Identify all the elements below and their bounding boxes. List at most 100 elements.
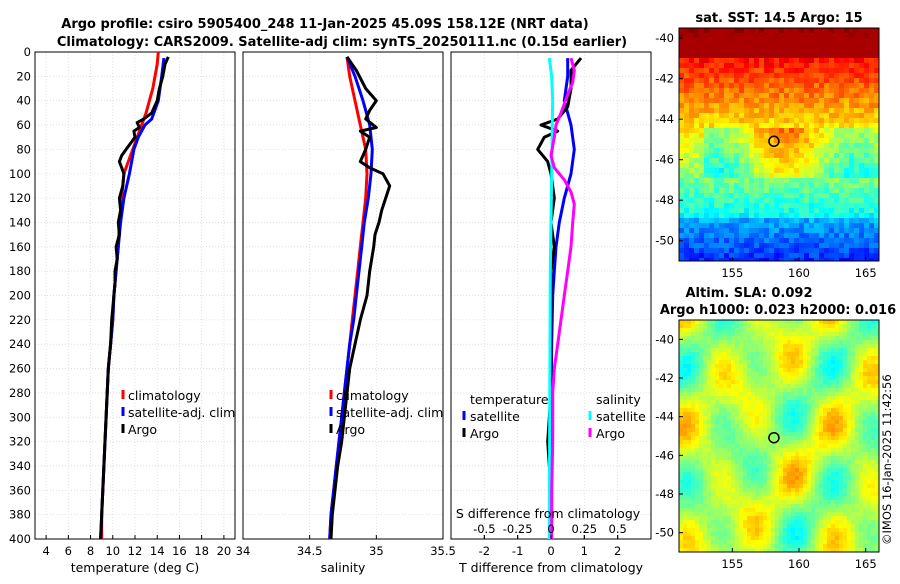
map-cell <box>687 360 691 364</box>
map-cell <box>764 78 769 83</box>
map-cell <box>679 508 683 512</box>
map-cell <box>699 103 704 108</box>
map-cell <box>814 213 819 218</box>
x-tick-label: -2 <box>479 544 490 558</box>
map-cell <box>734 178 739 183</box>
map-cell <box>803 456 807 460</box>
map-cell <box>864 158 869 163</box>
map-cell <box>735 432 739 436</box>
map-cell <box>691 432 695 436</box>
map-cell <box>867 444 871 448</box>
map-cell <box>804 123 809 128</box>
map-cell <box>695 464 699 468</box>
map-cell <box>851 512 855 516</box>
map-cell <box>694 213 699 218</box>
map-cell <box>811 360 815 364</box>
map-cell <box>749 98 754 103</box>
map-cell <box>803 528 807 532</box>
map-cell <box>849 58 854 63</box>
map-cell <box>839 128 844 133</box>
map-cell <box>851 520 855 524</box>
map-cell <box>724 98 729 103</box>
map-cell <box>851 424 855 428</box>
map-cell <box>855 412 859 416</box>
map-cell <box>699 208 704 213</box>
map-cell <box>747 396 751 400</box>
map-cell <box>787 344 791 348</box>
map-cell <box>704 68 709 73</box>
map-cell <box>771 332 775 336</box>
map-cell <box>687 488 691 492</box>
map-cell <box>719 193 724 198</box>
map-cell <box>783 476 787 480</box>
map-cell <box>711 536 715 540</box>
map-cell <box>824 138 829 143</box>
map-cell <box>847 424 851 428</box>
map-cell <box>815 544 819 548</box>
map-cell <box>799 360 803 364</box>
map-cell <box>729 243 734 248</box>
map-cell <box>859 78 864 83</box>
map-cell <box>829 223 834 228</box>
map-cell <box>811 324 815 328</box>
map-cell <box>683 496 687 500</box>
map-cell <box>727 392 731 396</box>
map-cell <box>709 123 714 128</box>
map-cell <box>779 408 783 412</box>
map-cell <box>824 68 829 73</box>
map-cell <box>811 424 815 428</box>
map-cell <box>679 158 684 163</box>
map-cell <box>719 472 723 476</box>
map-cell <box>831 480 835 484</box>
map-cell <box>744 28 749 33</box>
map-cell <box>735 380 739 384</box>
map-cell <box>855 476 859 480</box>
map-cell <box>787 504 791 508</box>
map-cell <box>771 376 775 380</box>
map-cell <box>744 253 749 258</box>
map-cell <box>791 364 795 368</box>
map-cell <box>744 158 749 163</box>
map-cell <box>735 364 739 368</box>
map-cell <box>854 88 859 93</box>
map-cell <box>759 496 763 500</box>
map-cell <box>729 108 734 113</box>
map-cell <box>719 113 724 118</box>
map-cell <box>731 428 735 432</box>
map-cell <box>747 544 751 548</box>
map-cell <box>783 532 787 536</box>
map-cell <box>835 452 839 456</box>
map-cell <box>855 392 859 396</box>
map-cell <box>707 532 711 536</box>
map-cell <box>784 238 789 243</box>
map-cell <box>795 376 799 380</box>
map-cell <box>715 536 719 540</box>
map-cell <box>774 163 779 168</box>
map-cell <box>683 528 687 532</box>
map-cell <box>784 78 789 83</box>
map-cell <box>843 544 847 548</box>
map-cell <box>869 188 874 193</box>
map-cell <box>789 33 794 38</box>
map-cell <box>787 388 791 392</box>
map-cell <box>809 63 814 68</box>
map-cell <box>715 476 719 480</box>
map-cell <box>679 163 684 168</box>
map-cell <box>679 448 683 452</box>
map-cell <box>835 524 839 528</box>
map-cell <box>755 496 759 500</box>
map-cell <box>819 524 823 528</box>
map-cell <box>711 328 715 332</box>
map-cell <box>704 133 709 138</box>
map-cell <box>724 168 729 173</box>
map-cell <box>803 484 807 488</box>
map-cell <box>739 432 743 436</box>
map-cell <box>699 88 704 93</box>
map-cell <box>799 118 804 123</box>
map-cell <box>789 58 794 63</box>
map-cell <box>707 352 711 356</box>
map-cell <box>815 340 819 344</box>
map-cell <box>727 444 731 448</box>
map-cell <box>699 492 703 496</box>
map-cell <box>691 472 695 476</box>
